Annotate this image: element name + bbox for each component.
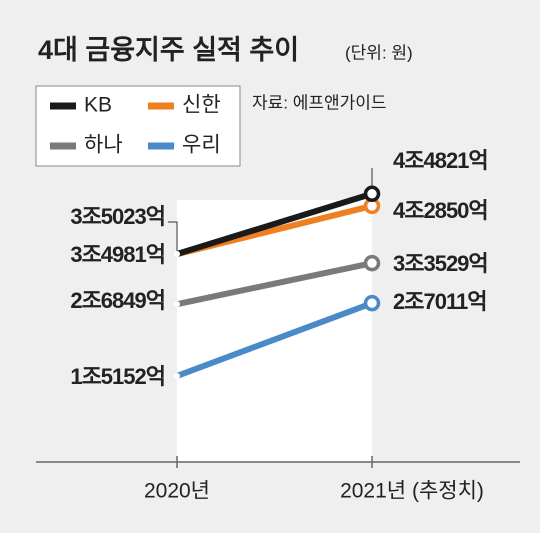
legend-label: 우리 [182,134,221,157]
value-label: 4조2850억 [393,198,488,223]
series-line [176,260,373,308]
value-label: 2조7011억 [393,289,486,314]
point [174,250,180,257]
value-label: 3조4981억 [70,242,165,267]
series-line [175,300,374,379]
legend-label: KB [84,94,112,117]
series-line [176,190,373,257]
plot-band [177,200,372,462]
value-label: 1조5152억 [70,364,165,389]
x-tick-label: 2020년 [144,480,210,503]
leader-line [168,221,178,254]
point [363,294,381,312]
point [174,372,180,379]
value-label: 3조5023억 [70,204,165,229]
source: 자료: 에프앤가이드 [252,93,387,112]
value-label: 3조3529억 [393,251,488,276]
x-tick-label: 2021년 (추정치) [340,480,484,503]
chart-title: 4대 금융지주 실적 추이 [38,35,299,65]
legend-label: 신한 [182,94,221,117]
legend-box [35,85,241,167]
point [363,185,381,203]
value-label: 2조6849억 [70,288,165,313]
value-label: 4조4821억 [393,148,488,173]
chart-subtitle: (단위: 원) [345,43,413,62]
point [174,301,180,308]
point [363,254,381,272]
legend-label: 하나 [84,134,123,157]
